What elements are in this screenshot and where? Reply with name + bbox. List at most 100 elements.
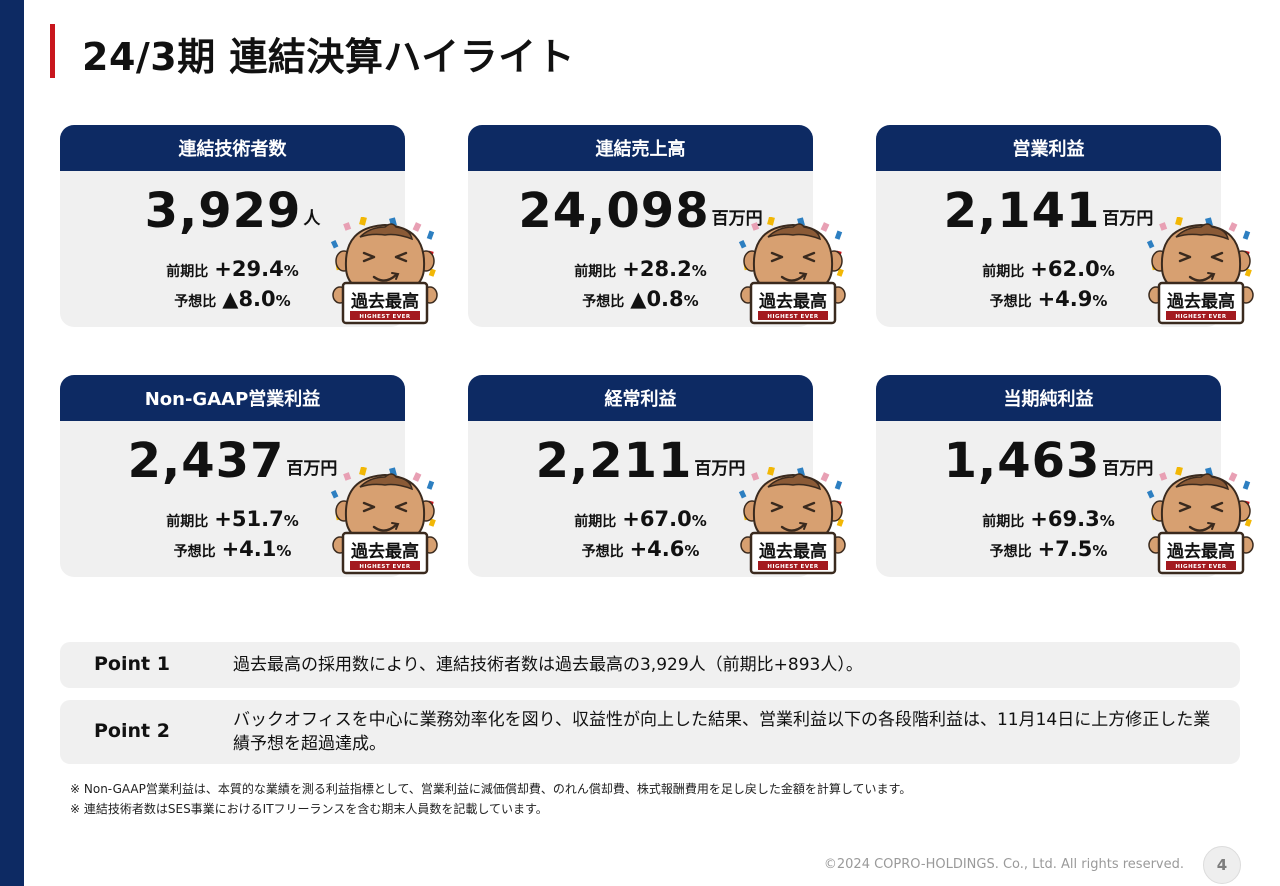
forecast-value: ▲0.8 (630, 287, 684, 311)
title-accent-line (50, 24, 55, 78)
kpi-value: 2,437 (127, 433, 285, 489)
forecast-label: 予想比 (174, 294, 217, 310)
highest-ever-mascot: 過去最高 HIGHEST EVER (1146, 216, 1256, 329)
badge-subtext: HIGHEST EVER (1175, 564, 1226, 570)
kpi-value: 2,141 (943, 183, 1101, 239)
yoy-label: 前期比 (166, 514, 209, 530)
kpi-card-header: 営業利益 (876, 125, 1221, 171)
yoy-label: 前期比 (982, 264, 1025, 280)
badge-subtext: HIGHEST EVER (359, 314, 410, 320)
forecast-label: 予想比 (989, 294, 1032, 310)
yoy-label: 前期比 (574, 264, 617, 280)
highest-ever-mascot: 過去最高 HIGHEST EVER (330, 466, 440, 579)
side-accent-bar (0, 0, 24, 886)
kpi-unit: 百万円 (711, 209, 763, 229)
kpi-value: 24,098 (518, 183, 710, 239)
highest-ever-mascot: 過去最高 HIGHEST EVER (738, 216, 848, 329)
kpi-card-header: 当期純利益 (876, 375, 1221, 421)
copyright: ©2024 COPRO-HOLDINGS. Co., Ltd. All righ… (823, 857, 1184, 872)
badge-text: 過去最高 (759, 541, 827, 562)
kpi-unit: 百万円 (694, 459, 746, 479)
kpi-card-header: 連結売上高 (468, 125, 813, 171)
celebrating-mascot-icon: 過去最高 HIGHEST EVER (1146, 466, 1254, 575)
yoy-comparison: 前期比 +51.7 % (60, 507, 405, 531)
highest-ever-mascot: 過去最高 HIGHEST EVER (738, 466, 848, 579)
yoy-comparison: 前期比 +67.0 % (468, 507, 813, 531)
badge-text: 過去最高 (759, 291, 827, 312)
yoy-comparison: 前期比 +69.3 % (876, 507, 1221, 531)
badge-subtext: HIGHEST EVER (767, 564, 818, 570)
kpi-value: 2,211 (535, 433, 693, 489)
point-label: Point 2 (94, 720, 170, 742)
yoy-percent-sign: % (691, 512, 707, 530)
forecast-percent-sign: % (683, 292, 699, 310)
yoy-value: +51.7 (214, 507, 284, 531)
page-title: 24/3期 連結決算ハイライト (82, 35, 576, 79)
celebrating-mascot-icon: 過去最高 HIGHEST EVER (1146, 216, 1254, 325)
badge-text: 過去最高 (351, 541, 419, 562)
yoy-label: 前期比 (574, 514, 617, 530)
forecast-comparison: 予想比 +4.1 % (60, 537, 405, 561)
forecast-label: 予想比 (582, 294, 625, 310)
kpi-value-row: 1,463 百万円 (876, 437, 1221, 485)
forecast-value: +4.1 (221, 537, 277, 561)
forecast-comparison: 予想比 +4.6 % (468, 537, 813, 561)
kpi-value-row: 2,141 百万円 (876, 187, 1221, 235)
forecast-comparison: 予想比 ▲8.0 % (60, 287, 405, 311)
kpi-unit: 百万円 (1102, 459, 1154, 479)
point-text: 過去最高の採用数により、連結技術者数は過去最高の3,929人（前期比+893人）… (233, 655, 863, 675)
highest-ever-mascot: 過去最高 HIGHEST EVER (330, 216, 440, 329)
kpi-unit: 人 (303, 209, 321, 229)
highest-ever-mascot: 過去最高 HIGHEST EVER (1146, 466, 1256, 579)
kpi-card-header: Non-GAAP営業利益 (60, 375, 405, 421)
kpi-card-header: 経常利益 (468, 375, 813, 421)
yoy-percent-sign: % (1099, 262, 1115, 280)
forecast-percent-sign: % (1092, 542, 1108, 560)
yoy-comparison: 前期比 +28.2 % (468, 257, 813, 281)
forecast-percent-sign: % (1092, 292, 1108, 310)
forecast-comparison: 予想比 +4.9 % (876, 287, 1221, 311)
yoy-comparison: 前期比 +29.4 % (60, 257, 405, 281)
point-text: バックオフィスを中心に業務効率化を図り、収益性が向上した結果、営業利益以下の各段… (233, 710, 1211, 754)
kpi-card-header: 連結技術者数 (60, 125, 405, 171)
celebrating-mascot-icon: 過去最高 HIGHEST EVER (330, 216, 438, 325)
page-number: 4 (1203, 846, 1241, 884)
yoy-value: +69.3 (1030, 507, 1100, 531)
point-box-2: Point 2 バックオフィスを中心に業務効率化を図り、収益性が向上した結果、営… (60, 700, 1240, 764)
footnotes: ※ Non-GAAP営業利益は、本質的な業績を測る利益指標として、営業利益に減価… (70, 779, 911, 819)
kpi-value-row: 2,211 百万円 (468, 437, 813, 485)
yoy-label: 前期比 (166, 264, 209, 280)
yoy-label: 前期比 (982, 514, 1025, 530)
kpi-unit: 百万円 (1102, 209, 1154, 229)
forecast-label: 予想比 (173, 544, 216, 560)
kpi-value-row: 24,098 百万円 (468, 187, 813, 235)
forecast-percent-sign: % (275, 292, 291, 310)
yoy-comparison: 前期比 +62.0 % (876, 257, 1221, 281)
badge-text: 過去最高 (1167, 541, 1235, 562)
kpi-unit: 百万円 (286, 459, 338, 479)
kpi-card: 連結売上高 24,098 百万円 前期比 +28.2 % 予想比 ▲0.8 % (468, 125, 846, 327)
kpi-card: 経常利益 2,211 百万円 前期比 +67.0 % 予想比 +4.6 % (468, 375, 846, 577)
forecast-value: +4.9 (1037, 287, 1093, 311)
yoy-value: +29.4 (214, 257, 284, 281)
celebrating-mascot-icon: 過去最高 HIGHEST EVER (738, 216, 846, 325)
yoy-percent-sign: % (283, 512, 299, 530)
forecast-label: 予想比 (581, 544, 624, 560)
forecast-value: +7.5 (1037, 537, 1093, 561)
yoy-percent-sign: % (1099, 512, 1115, 530)
kpi-card: 当期純利益 1,463 百万円 前期比 +69.3 % 予想比 +7.5 % (876, 375, 1254, 577)
kpi-value-row: 3,929 人 (60, 187, 405, 235)
yoy-value: +67.0 (622, 507, 692, 531)
point-label: Point 1 (94, 653, 170, 675)
badge-subtext: HIGHEST EVER (1175, 314, 1226, 320)
badge-subtext: HIGHEST EVER (359, 564, 410, 570)
badge-text: 過去最高 (351, 291, 419, 312)
forecast-comparison: 予想比 +7.5 % (876, 537, 1221, 561)
footnote: ※ Non-GAAP営業利益は、本質的な業績を測る利益指標として、営業利益に減価… (70, 782, 912, 796)
kpi-card: 営業利益 2,141 百万円 前期比 +62.0 % 予想比 +4.9 % (876, 125, 1254, 327)
kpi-card: 連結技術者数 3,929 人 前期比 +29.4 % 予想比 ▲8.0 % (60, 125, 438, 327)
footnote: ※ 連結技術者数はSES事業におけるITフリーランスを含む期末人員数を記載してい… (70, 802, 548, 816)
badge-subtext: HIGHEST EVER (767, 314, 818, 320)
forecast-percent-sign: % (276, 542, 292, 560)
badge-text: 過去最高 (1167, 291, 1235, 312)
